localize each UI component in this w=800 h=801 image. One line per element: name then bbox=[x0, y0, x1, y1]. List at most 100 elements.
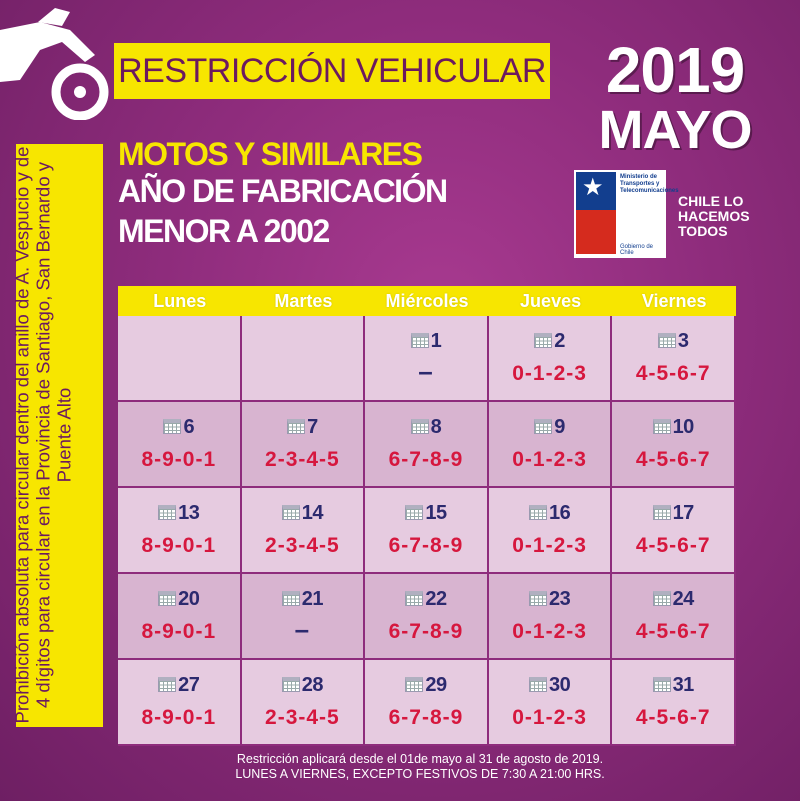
calendar-icon bbox=[410, 419, 429, 434]
calendar-day-cell: 6 8-9-0-1 bbox=[118, 402, 242, 488]
month-label: MAYO bbox=[598, 100, 752, 160]
day-number-text: 29 bbox=[425, 674, 447, 696]
day-number-text: 27 bbox=[178, 674, 200, 696]
day-number: 22 bbox=[365, 588, 487, 611]
calendar-icon bbox=[287, 419, 306, 434]
restricted-digits: 4-5-6-7 bbox=[635, 534, 711, 557]
restricted-digits: – bbox=[294, 614, 311, 644]
title-banner: RESTRICCIÓN VEHICULAR bbox=[116, 45, 548, 97]
day-number-text: 3 bbox=[677, 330, 689, 352]
restricted-digits: 4-5-6-7 bbox=[635, 706, 711, 729]
calendar-icon bbox=[652, 677, 671, 692]
restricted-digits: 6-7-8-9 bbox=[388, 620, 464, 643]
calendar-day-cell: 1– bbox=[365, 316, 489, 402]
day-number-text: 10 bbox=[672, 416, 695, 438]
slogan: CHILE LO HACEMOS TODOS bbox=[678, 193, 750, 239]
day-number-text: 6 bbox=[183, 416, 195, 438]
restriction-sidebar bbox=[16, 144, 103, 727]
calendar-day-cell: 30 0-1-2-3 bbox=[488, 660, 613, 746]
day-number: 23 bbox=[489, 588, 611, 611]
calendar-day-cell bbox=[118, 316, 242, 402]
government-name: Gobierno de Chile bbox=[620, 244, 654, 256]
flag-red-icon bbox=[576, 210, 616, 254]
restricted-digits: 2-3-4-5 bbox=[265, 534, 340, 557]
calendar-day-cell: 2 0-1-2-3 bbox=[488, 316, 613, 402]
calendar-day-cell: 20 8-9-0-1 bbox=[118, 574, 242, 660]
restricted-digits: 0-1-2-3 bbox=[512, 620, 587, 643]
weekday-thursday: Jueves bbox=[520, 291, 582, 311]
restricted-digits: 2-3-4-5 bbox=[265, 448, 340, 471]
calendar-icon bbox=[652, 591, 671, 606]
weekday-wednesday: Miércoles bbox=[385, 291, 469, 311]
day-number: 16 bbox=[489, 502, 611, 525]
headline-vehicle-type: MOTOS Y SIMILARES bbox=[118, 136, 423, 172]
restriction-note: Prohibición absoluta para circular dentr… bbox=[11, 146, 75, 724]
calendar-icon bbox=[410, 333, 429, 348]
restricted-digits: 0-1-2-3 bbox=[512, 534, 587, 557]
ministry-name: Ministerio de Transportes y Telecomunica… bbox=[620, 174, 679, 194]
calendar-day-cell: 9 0-1-2-3 bbox=[488, 402, 613, 488]
day-number: 20 bbox=[118, 588, 240, 611]
calendar-day-cell: 14 2-3-4-5 bbox=[241, 488, 366, 574]
restricted-digits: 6-7-8-9 bbox=[388, 534, 464, 557]
weekday-monday: Lunes bbox=[153, 291, 207, 311]
day-number: 30 bbox=[489, 674, 611, 697]
restricted-digits: 4-5-6-7 bbox=[635, 448, 711, 471]
restricted-digits: 6-7-8-9 bbox=[388, 706, 464, 729]
restricted-digits: 0-1-2-3 bbox=[512, 448, 587, 471]
day-number-text: 31 bbox=[672, 674, 695, 696]
day-number-text: 24 bbox=[672, 588, 695, 610]
restricted-digits: 0-1-2-3 bbox=[512, 362, 587, 385]
day-number-text: 22 bbox=[425, 588, 447, 610]
calendar-icon bbox=[281, 677, 300, 692]
calendar-day-cell: 31 4-5-6-7 bbox=[612, 660, 736, 746]
day-number-text: 16 bbox=[548, 502, 571, 524]
day-number: 2 bbox=[489, 330, 611, 353]
restriction-calendar: Lunes Martes Miércoles Jueves Viernes 1–… bbox=[118, 286, 736, 746]
day-number: 24 bbox=[612, 588, 734, 611]
calendar-day-cell: 17 4-5-6-7 bbox=[612, 488, 736, 574]
motorcycle-icon bbox=[0, 8, 109, 120]
calendar-icon bbox=[158, 591, 177, 606]
day-number-text: 17 bbox=[672, 502, 695, 524]
day-number: 6 bbox=[118, 416, 240, 439]
calendar-day-cell: 22 6-7-8-9 bbox=[365, 574, 489, 660]
day-number: 7 bbox=[242, 416, 364, 439]
calendar-day-cell: 21 – bbox=[241, 574, 366, 660]
calendar-icon bbox=[534, 333, 553, 348]
weekday-friday: Viernes bbox=[641, 291, 707, 311]
day-number-text: 14 bbox=[301, 502, 324, 524]
calendar-day-cell: 28 2-3-4-5 bbox=[241, 660, 366, 746]
calendar-icon bbox=[405, 677, 424, 692]
calendar-icon bbox=[528, 505, 547, 520]
calendar-day-cell: 8 6-7-8-9 bbox=[365, 402, 489, 488]
calendar-day-cell: 24 4-5-6-7 bbox=[612, 574, 736, 660]
day-number: 28 bbox=[242, 674, 364, 697]
day-number: 21 bbox=[242, 588, 364, 611]
restricted-digits: – bbox=[418, 356, 434, 386]
government-logo: ★ Ministerio de Transportes y Telecomuni… bbox=[574, 170, 679, 258]
footer-note: Restricción aplicará desde el 01de mayo … bbox=[160, 752, 680, 782]
calendar-icon bbox=[528, 677, 547, 692]
day-number: 13 bbox=[118, 502, 240, 525]
calendar-day-cell: 29 6-7-8-9 bbox=[365, 660, 489, 746]
restricted-digits: 8-9-0-1 bbox=[141, 706, 217, 729]
calendar-day-cell: 15 6-7-8-9 bbox=[365, 488, 489, 574]
calendar-day-cell: 23 0-1-2-3 bbox=[488, 574, 613, 660]
day-number: 9 bbox=[489, 416, 611, 439]
day-number-text: 1 bbox=[430, 330, 442, 352]
day-number-text: 9 bbox=[554, 416, 565, 438]
day-number-text: 28 bbox=[301, 674, 324, 696]
day-number-text: 20 bbox=[178, 588, 200, 610]
calendar-day-cell: 16 0-1-2-3 bbox=[488, 488, 613, 574]
day-number: 15 bbox=[365, 502, 487, 525]
day-number-text: 2 bbox=[554, 330, 565, 352]
coat-of-arms-icon: ★ bbox=[582, 174, 604, 201]
calendar-icon bbox=[405, 591, 424, 606]
restricted-digits: 2-3-4-5 bbox=[265, 706, 340, 729]
calendar-icon bbox=[281, 505, 300, 520]
headline-fabrication: AÑO DE FABRICACIÓN bbox=[118, 173, 448, 209]
restricted-digits: 4-5-6-7 bbox=[635, 362, 711, 385]
restricted-digits: 8-9-0-1 bbox=[141, 534, 217, 557]
restricted-digits: 8-9-0-1 bbox=[141, 620, 217, 643]
